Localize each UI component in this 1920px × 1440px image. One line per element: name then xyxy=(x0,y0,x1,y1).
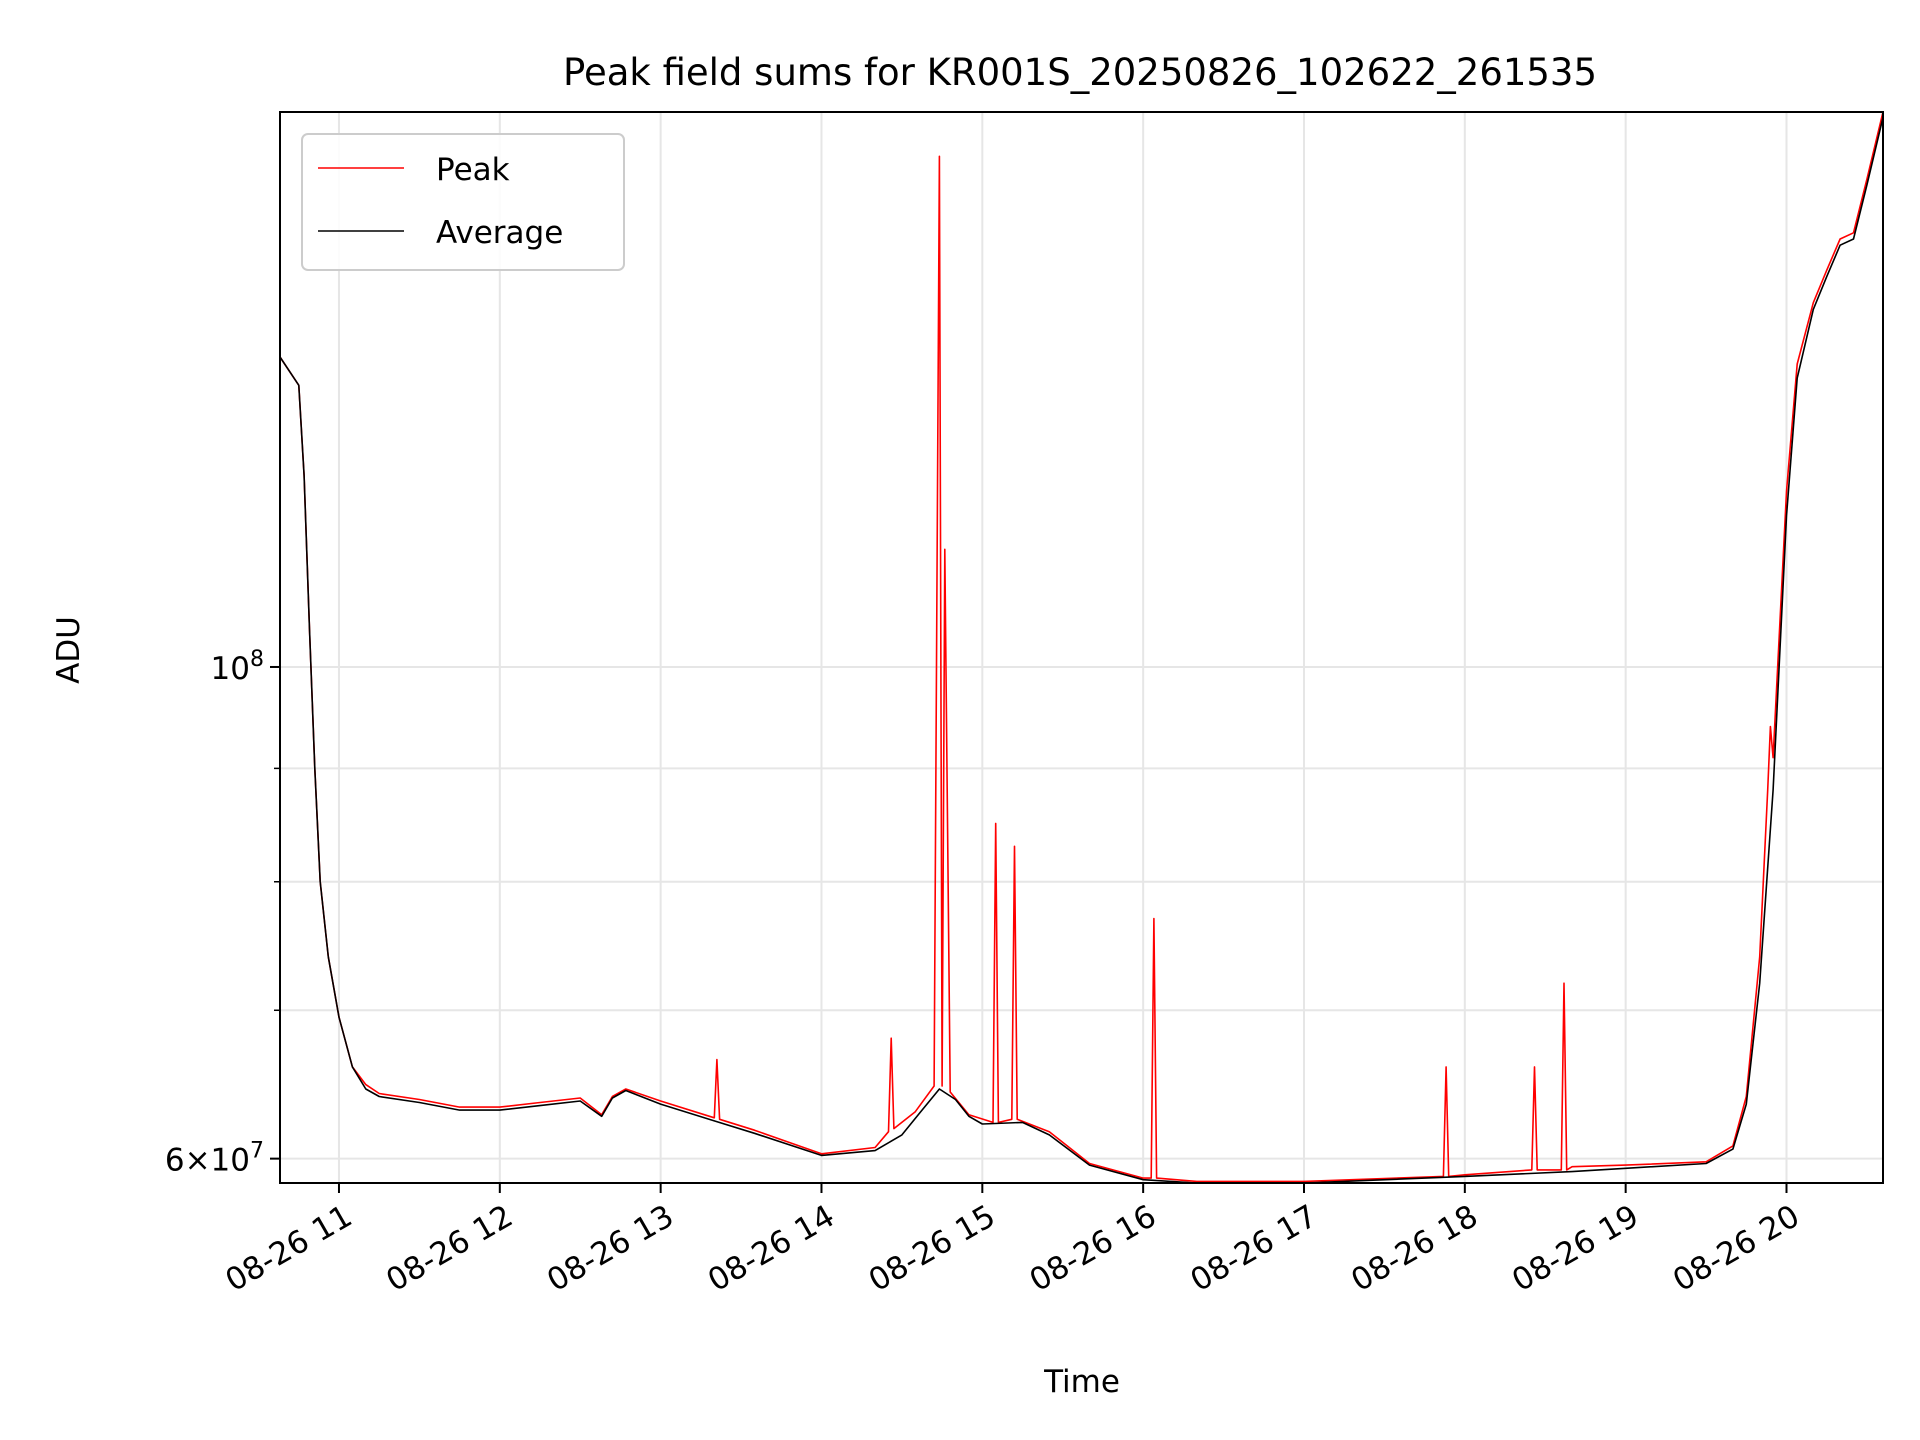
series-line-peak xyxy=(280,112,1883,1183)
plot-frame xyxy=(279,111,1884,1184)
y-axis: 6×107 108 xyxy=(165,647,280,1179)
legend-label-average: Average xyxy=(436,215,563,251)
y-axis-label: ADU xyxy=(51,616,87,684)
y-tick-label: 108 xyxy=(211,647,264,687)
legend: Peak Average xyxy=(301,133,625,271)
legend-label-peak: Peak xyxy=(436,152,510,188)
chart-title: Peak field sums for KR001S_20250826_1026… xyxy=(563,51,1597,94)
x-axis-label: Time xyxy=(1043,1364,1120,1400)
series-layer xyxy=(280,112,1883,1183)
y-tick-label: 6×107 xyxy=(165,1139,264,1179)
series-line-average xyxy=(280,117,1883,1183)
